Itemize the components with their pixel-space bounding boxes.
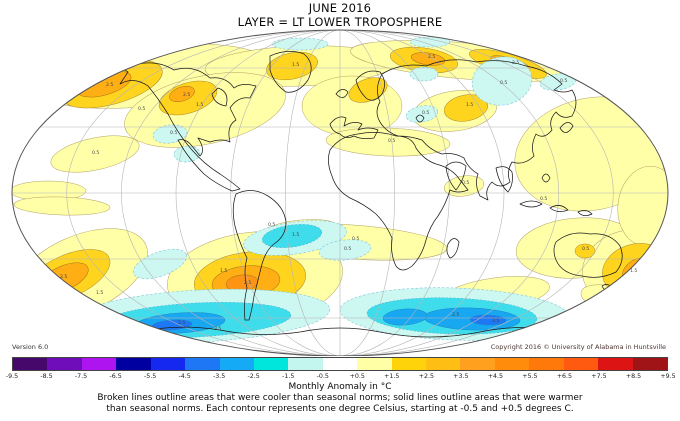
colorbar-segment: [13, 358, 48, 370]
colorbar-segment: [460, 358, 495, 370]
contour-value-label: 2.5: [452, 312, 459, 318]
contour-value-label: 2.5: [244, 280, 251, 286]
colorbar: [12, 357, 668, 371]
colorbar-segment: [494, 358, 530, 370]
colorbar-tick-label: -5.5: [143, 373, 157, 380]
contour-value-label: 0.5: [92, 150, 99, 156]
colorbar-segment: [598, 358, 633, 370]
contour-value-label: 3.5: [492, 318, 499, 324]
contour-value-label: 0.5: [582, 246, 589, 252]
contour-value-label: 1.5: [466, 102, 473, 108]
contour-labels: 2.50.52.51.50.51.52.52.50.5 0.51.50.50.52…: [60, 54, 637, 332]
colorbar-tick-label: +2.5: [418, 373, 434, 380]
colorbar-segment: [322, 358, 358, 370]
contour-value-label: 2.5: [106, 82, 113, 88]
copyright-label: Copyright 2016 © University of Alabama i…: [490, 343, 666, 351]
contour-value-label: 0.5: [462, 180, 469, 186]
map-boundary-ellipse: [11, 29, 669, 356]
contour-value-label: 0.5: [388, 138, 395, 144]
colorbar-segment: [288, 358, 323, 370]
colorbar-segment: [81, 358, 117, 370]
colorbar-tick-label: +9.5: [660, 373, 676, 380]
contour-value-label: 1.5: [292, 232, 299, 238]
contour-value-label: 0.5: [268, 222, 275, 228]
colorbar-tick-label: +8.5: [625, 373, 642, 380]
colorbar-ticks: -9.5 -8.5 -7.5 -6.5 -5.5 -4.5 -3.5 -2.5 -1.5 -0.5…: [6, 373, 676, 382]
colorbar-segment: [253, 358, 289, 370]
colorbar-segment: [47, 358, 82, 370]
colorbar-segment: [357, 358, 392, 370]
colorbar-tick-label: +3.5: [453, 373, 469, 380]
colorbar-segment: [529, 358, 564, 370]
contour-value-label: 1.5: [292, 62, 299, 68]
contour-value-label: 0.5: [344, 246, 351, 252]
contour-value-label: 2.5: [512, 60, 519, 66]
colorbar-segment: [185, 358, 220, 370]
contour-value-label: 1.5: [196, 102, 203, 108]
colorbar-axis-label: Monthly Anomaly in °C: [288, 382, 392, 392]
colorbar-segment: [391, 358, 427, 370]
contour-value-label: 0.5: [500, 80, 507, 86]
version-label: Version 6.0: [12, 343, 49, 351]
colorbar-tick-label: +1.5: [384, 373, 400, 380]
colorbar-tick-label: -6.5: [109, 373, 122, 380]
contour-value-label: 3.5: [214, 326, 221, 332]
colorbar-tick-label: -3.5: [213, 373, 226, 380]
contour-value-label: 1.5: [630, 268, 637, 274]
contour-value-label: 2.5: [428, 54, 435, 60]
colorbar-segment: [116, 358, 151, 370]
colorbar-tick-label: -7.5: [74, 373, 88, 380]
colorbar-tick-label: -0.5: [316, 373, 329, 380]
contour-value-label: 2.5: [183, 92, 190, 98]
colorbar-tick-label: -9.5: [5, 373, 19, 380]
page-title: JUNE 2016: [308, 1, 372, 15]
contour-value-label: 1.5: [220, 268, 227, 274]
contour-value-label: 0.5: [170, 130, 177, 136]
caption-line-1: Broken lines outline areas that were coo…: [97, 393, 583, 403]
colorbar-tick-label: +5.5: [522, 373, 538, 380]
colorbar-segment: [563, 358, 599, 370]
colorbar-tick-label: +4.5: [487, 373, 504, 380]
colorbar-tick-label: -1.5: [282, 373, 295, 380]
contour-value-label: 0.5: [560, 78, 567, 84]
colorbar-segment: [426, 358, 461, 370]
world-anomaly-map: 2.50.52.51.50.51.52.52.50.5 0.51.50.50.52…: [11, 29, 669, 356]
colorbar-tick-label: -8.5: [40, 373, 53, 380]
colorbar-tick-label: +0.5: [349, 373, 365, 380]
colorbar-tick-label: +7.5: [591, 373, 607, 380]
title-block: JUNE 2016 LAYER = LT LOWER TROPOSPHERE: [0, 1, 680, 29]
contour-value-label: 0.5: [422, 110, 429, 116]
contour-value-label: 2.5: [60, 274, 67, 280]
contour-value-label: 0.5: [540, 196, 547, 202]
layer-subtitle: LAYER = LT LOWER TROPOSPHERE: [237, 14, 443, 29]
contour-value-label: 1.5: [96, 290, 103, 296]
contour-value-label: 0.5: [352, 236, 359, 242]
contour-value-label: 0.5: [138, 106, 145, 112]
contour-value-label: 2.5: [178, 320, 185, 326]
colorbar-segment: [632, 358, 668, 370]
colorbar-tick-label: -2.5: [247, 373, 260, 380]
colorbar-tick-label: +6.5: [556, 373, 573, 380]
map-caption: Broken lines outline areas that were coo…: [0, 393, 680, 415]
colorbar-segment: [219, 358, 254, 370]
colorbar-tick-label: -4.5: [178, 373, 191, 380]
colorbar-segment: [150, 358, 186, 370]
caption-line-2: than seasonal norms. Each contour repres…: [106, 403, 574, 414]
